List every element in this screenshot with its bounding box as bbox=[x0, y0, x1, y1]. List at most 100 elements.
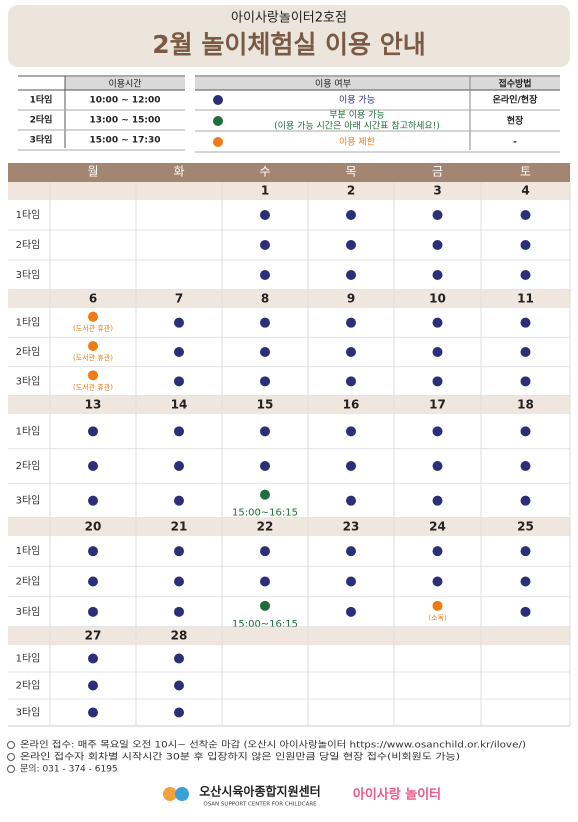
time-range: 13:00 ~ 15:00 bbox=[89, 116, 160, 126]
table-header-text: 이용시간 bbox=[108, 79, 141, 90]
status-dot bbox=[432, 495, 443, 506]
status-dot bbox=[346, 576, 356, 587]
date-row bbox=[8, 396, 570, 414]
status-dot bbox=[260, 489, 270, 500]
logo-mark bbox=[175, 787, 189, 801]
legend-label: 이용 제한 bbox=[339, 137, 375, 148]
logo-mark bbox=[163, 787, 177, 801]
status-dot bbox=[432, 461, 443, 471]
logo-text: OSAN SUPPORT CENTER FOR CHILDCARE bbox=[203, 802, 317, 808]
status-dot bbox=[346, 270, 356, 280]
date: 7 bbox=[175, 292, 183, 306]
status-dot bbox=[520, 426, 531, 437]
date: 21 bbox=[171, 520, 188, 534]
legend-label: 이용 가능 bbox=[339, 95, 375, 106]
time-range: 10:00 ~ 12:00 bbox=[89, 96, 160, 106]
legend-method: 온라인/현장 bbox=[493, 94, 538, 106]
status-dot bbox=[88, 370, 98, 381]
status-dot bbox=[174, 680, 184, 691]
date: 15 bbox=[257, 398, 274, 412]
status-dot bbox=[88, 311, 98, 322]
date: 16 bbox=[343, 398, 360, 412]
table-header bbox=[65, 77, 185, 90]
status-dot bbox=[520, 270, 531, 280]
status-dot bbox=[88, 576, 98, 587]
status-dot bbox=[432, 317, 443, 328]
date: 18 bbox=[517, 398, 534, 412]
status-dot bbox=[432, 270, 443, 280]
date: 14 bbox=[171, 398, 188, 412]
status-dot bbox=[260, 576, 270, 587]
slot-note: (도서관 휴관) bbox=[73, 382, 113, 391]
status-dot bbox=[174, 707, 184, 718]
legend-label: 부분 이용 가능 bbox=[329, 110, 384, 121]
status-dot bbox=[520, 495, 531, 506]
date: 17 bbox=[429, 398, 446, 412]
status-dot bbox=[346, 376, 356, 387]
status-dot bbox=[432, 600, 443, 611]
date-row bbox=[8, 518, 570, 536]
slot-label: 1타임 bbox=[16, 652, 41, 665]
slot-label: 2타임 bbox=[16, 459, 41, 472]
weekday-header bbox=[8, 163, 570, 182]
legend-note: (이용 가능 시간은 아래 시간표 참고하세요!) bbox=[274, 121, 440, 132]
subtitle: 아이사랑놀이터2호점 bbox=[231, 11, 347, 26]
status-dot bbox=[174, 317, 184, 328]
status-dot bbox=[432, 240, 443, 250]
legend-method: 현장 bbox=[507, 115, 524, 127]
date: 6 bbox=[89, 292, 97, 306]
date: 13 bbox=[85, 398, 102, 412]
slot-note: 15:00~16:15 bbox=[232, 619, 298, 630]
time-slot: 3타임 bbox=[30, 134, 53, 146]
date: 27 bbox=[85, 629, 102, 643]
status-dot bbox=[432, 426, 443, 437]
date-row bbox=[8, 182, 570, 200]
title: 2월 놀이체험실 이용 안내 bbox=[152, 30, 426, 59]
note: 문의: 031 - 374 - 6195 bbox=[20, 764, 118, 775]
note: 온라인 접수: 매주 목요일 오전 10시~ 선착순 마감 (오산시 아이사랑놀… bbox=[20, 739, 526, 751]
date-row bbox=[8, 627, 570, 645]
slot-note: 15:00~16:15 bbox=[232, 508, 298, 519]
legend-dot bbox=[213, 137, 223, 147]
status-dot bbox=[346, 317, 356, 328]
status-dot bbox=[432, 576, 443, 587]
date: 25 bbox=[517, 520, 534, 534]
status-dot bbox=[346, 546, 356, 557]
status-dot bbox=[260, 317, 270, 328]
date: 23 bbox=[343, 520, 360, 534]
status-dot bbox=[260, 426, 270, 437]
slot-label: 2타임 bbox=[16, 679, 41, 692]
date: 28 bbox=[171, 629, 188, 643]
status-dot bbox=[174, 653, 184, 664]
time-slot: 1타임 bbox=[30, 94, 53, 106]
status-dot bbox=[260, 600, 270, 611]
table-header-text: 접수방법 bbox=[498, 78, 531, 90]
slot-label: 1타임 bbox=[16, 208, 41, 221]
status-dot bbox=[88, 707, 98, 718]
status-dot bbox=[520, 461, 531, 471]
status-dot bbox=[88, 606, 98, 617]
status-dot bbox=[174, 426, 184, 437]
status-dot bbox=[346, 461, 356, 471]
legend-dot bbox=[213, 116, 223, 126]
logo-text: 오산시육아종합지원센터 bbox=[199, 784, 320, 799]
date: 2 bbox=[347, 184, 355, 198]
status-dot bbox=[520, 606, 531, 617]
legend-method: - bbox=[513, 138, 517, 148]
status-dot bbox=[88, 653, 98, 664]
slot-label: 3타임 bbox=[16, 374, 41, 387]
weekday: 금 bbox=[432, 165, 443, 179]
status-dot bbox=[346, 347, 356, 357]
date: 24 bbox=[429, 520, 446, 534]
status-dot bbox=[346, 606, 356, 617]
status-dot bbox=[520, 576, 531, 587]
status-dot bbox=[174, 347, 184, 357]
weekday: 목 bbox=[345, 165, 356, 179]
date: 3 bbox=[433, 184, 441, 198]
status-dot bbox=[88, 426, 98, 437]
slot-note: (도서관 휴관) bbox=[73, 324, 113, 333]
status-dot bbox=[520, 317, 531, 328]
slot-label: 3타임 bbox=[16, 706, 41, 719]
status-dot bbox=[432, 347, 443, 357]
status-dot bbox=[174, 376, 184, 387]
